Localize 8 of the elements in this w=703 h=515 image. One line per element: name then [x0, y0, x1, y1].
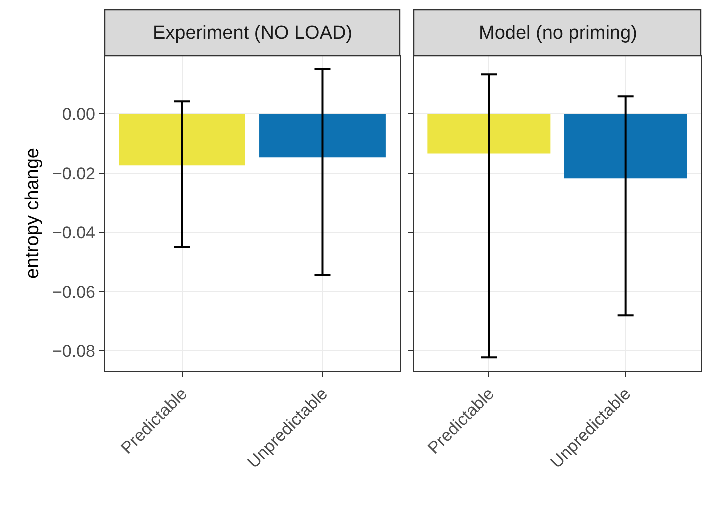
chart-title: Model (no priming)	[479, 23, 638, 44]
y-tick-label: 0.00	[62, 105, 96, 124]
y-tick-label: −0.02	[52, 164, 96, 184]
y-tick-label: −0.06	[52, 282, 96, 302]
chart-title: Experiment (NO LOAD)	[153, 23, 353, 44]
y-axis-title: entropy change	[22, 148, 44, 279]
y-tick-label: −0.08	[52, 342, 96, 362]
y-tick-label: −0.04	[52, 224, 96, 243]
